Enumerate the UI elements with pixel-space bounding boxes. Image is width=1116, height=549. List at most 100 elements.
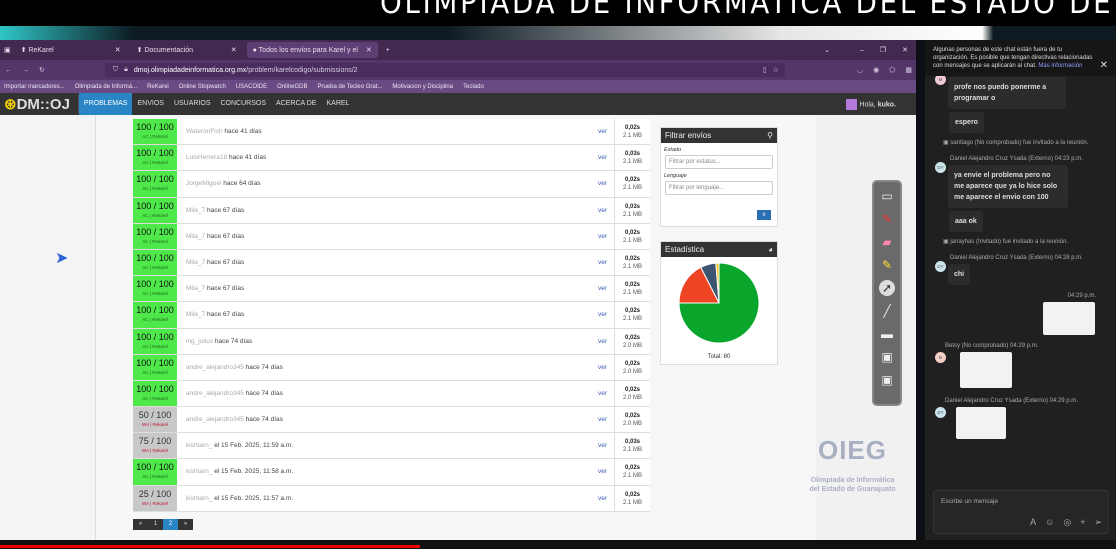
view-link[interactable]: ver (598, 337, 608, 345)
bookmark[interactable]: Online Stopwatch (178, 83, 226, 90)
screen-capture-icon[interactable]: ▣ (881, 350, 893, 364)
desktop-icon[interactable]: ▣ (881, 373, 893, 387)
minimize-button[interactable]: – (859, 46, 864, 54)
user-link[interactable]: Mila_7 (186, 285, 206, 293)
lenguaje-input[interactable]: Filtrar por lenguaje... (665, 181, 773, 195)
tab-list-icon[interactable]: ⌄ (824, 47, 830, 54)
tab-rekarel[interactable]: ⬆ ReKarel ✕ (20, 47, 121, 54)
image-attachment[interactable] (956, 407, 1006, 439)
nav-karel[interactable]: KAREL (326, 100, 350, 107)
user-link[interactable]: kishtarn_ (186, 494, 213, 502)
more-info-link[interactable]: Más información (1038, 63, 1083, 69)
image-attachment[interactable] (960, 352, 1012, 388)
view-link[interactable]: ver (598, 232, 608, 240)
user-link[interactable]: Mila_7 (186, 258, 206, 266)
bookmark[interactable]: Importar marcadores... (4, 83, 65, 90)
user-link[interactable]: LuisHerrera18 (186, 154, 228, 162)
pen-icon[interactable]: ✎ (881, 212, 893, 226)
bookmark[interactable]: Motivacion y Disciplina (392, 83, 454, 90)
site-logo[interactable]: ⊛DM::OJ (0, 95, 79, 113)
user-link[interactable]: Mila_7 (186, 311, 206, 319)
video-progress-bar[interactable] (0, 540, 1116, 549)
new-tab-button[interactable]: + (385, 46, 390, 54)
view-link[interactable]: ver (598, 468, 608, 476)
nav-usuarios[interactable]: USUARIOS (173, 100, 211, 107)
close-icon[interactable]: ✕ (230, 47, 237, 54)
user-link[interactable]: andre_alejandro345 (186, 416, 244, 424)
user-link[interactable]: andre_alejandro345 (186, 389, 244, 397)
restore-button[interactable]: ❐ (879, 47, 887, 54)
view-link[interactable]: ver (598, 389, 608, 397)
view-link[interactable]: ver (598, 206, 608, 214)
highlighter-icon[interactable]: ✎ (881, 258, 893, 272)
view-link[interactable]: ver (598, 363, 608, 371)
close-icon[interactable]: ✕ (1099, 60, 1108, 71)
bookmark[interactable]: OnlineGDB (277, 83, 308, 90)
back-icon[interactable]: ← (5, 66, 12, 74)
user-link[interactable]: WateronFish (186, 128, 223, 135)
tab-documentacion[interactable]: ⬆ Documentación ✕ (136, 47, 237, 54)
nav-acerca-de[interactable]: ACERCA DE (276, 100, 317, 107)
tab-manager-icon[interactable]: ▣ (4, 47, 11, 54)
extensions-icon[interactable]: ⬠ (889, 67, 896, 74)
bookmark[interactable]: ReKarel (147, 83, 169, 90)
view-link[interactable]: ver (598, 311, 608, 319)
eraser-icon[interactable]: ▰ (882, 235, 892, 249)
close-icon[interactable]: ✕ (114, 47, 121, 54)
page-1[interactable]: 1 (148, 519, 163, 530)
page-next[interactable]: » (178, 519, 193, 530)
tab-submissions[interactable]: ● Todos los envíos para Karel y el ✕ (246, 42, 378, 58)
image-attachment[interactable] (1043, 302, 1095, 335)
star-icon[interactable]: ☆ (772, 67, 779, 74)
view-link[interactable]: ver (598, 154, 608, 162)
laser-icon[interactable]: ╱ (883, 304, 891, 318)
close-window-button[interactable]: ✕ (902, 47, 908, 54)
view-link[interactable]: ver (598, 285, 608, 293)
user-link[interactable]: ing_julius (186, 337, 214, 345)
reader-icon[interactable]: ▯ (762, 67, 767, 74)
format-icon[interactable]: A (1030, 517, 1037, 527)
view-link[interactable]: ver (598, 442, 608, 450)
view-link[interactable]: ver (598, 416, 608, 424)
bookmark[interactable]: Teclado (463, 83, 484, 90)
submission-row: 100 / 100 AC | Rekarel LuisHerrera18 hace… (133, 145, 650, 172)
extension-icon[interactable]: ▦ (905, 67, 912, 74)
bookmark[interactable]: USACOIDE (235, 83, 268, 90)
pocket-icon[interactable]: ◡ (857, 67, 864, 74)
view-link[interactable]: ver (598, 128, 608, 135)
page-prev[interactable]: « (133, 519, 148, 530)
memory: 2.1 MB (622, 263, 642, 270)
close-icon[interactable]: ✕ (365, 47, 372, 54)
bookmark[interactable]: Prueba de Tecleo Grat... (317, 83, 383, 90)
nav-concursos[interactable]: CONCURSOS (220, 100, 267, 107)
account-icon[interactable]: ◉ (873, 67, 880, 74)
view-link[interactable]: ver (598, 180, 608, 188)
user-link[interactable]: Mila_7 (186, 206, 206, 214)
bookmark[interactable]: Olimpiada de Informá... (74, 83, 138, 90)
user-link[interactable]: kishtarn_ (186, 468, 213, 476)
nav-envios[interactable]: ENVIOS (137, 100, 164, 107)
attach-plus-icon[interactable]: + (1080, 517, 1086, 527)
user-link[interactable]: JorgeMiguel (186, 180, 222, 188)
pointer-icon[interactable]: ➚ (879, 280, 895, 296)
forward-icon[interactable]: → (22, 66, 29, 74)
send-icon[interactable]: ➢ (1094, 517, 1102, 527)
reload-icon[interactable]: ↻ (39, 67, 45, 74)
loop-icon[interactable]: ◎ (1063, 517, 1072, 527)
view-link[interactable]: ver (598, 258, 608, 266)
go-button[interactable]: Ir (757, 210, 771, 220)
nav-problemas[interactable]: PROBLEMAS (78, 93, 133, 115)
user-link[interactable]: andre_alejandro345 (186, 363, 244, 371)
status-lang: AC | Rekarel (142, 474, 168, 480)
ruler-icon[interactable]: ▬ (881, 327, 893, 341)
estado-input[interactable]: Filtrar por estatus... (665, 155, 773, 169)
user-link[interactable]: kishtarn_ (186, 442, 213, 450)
user-menu[interactable]: Hola, kuko. (846, 98, 896, 110)
view-link[interactable]: ver (598, 494, 608, 502)
message-input[interactable]: Escribe un mensaje A ☺ ◎ + ➢ (933, 490, 1109, 534)
whiteboard-icon[interactable]: ▭ (881, 189, 893, 203)
url-field[interactable]: ⛉ 🔒︎ dmoj.olimpiadadeinformatica.org.mx/p… (104, 63, 785, 77)
emoji-icon[interactable]: ☺ (1045, 517, 1055, 527)
user-link[interactable]: Mila_7 (186, 232, 206, 240)
page-2[interactable]: 2 (163, 519, 178, 530)
